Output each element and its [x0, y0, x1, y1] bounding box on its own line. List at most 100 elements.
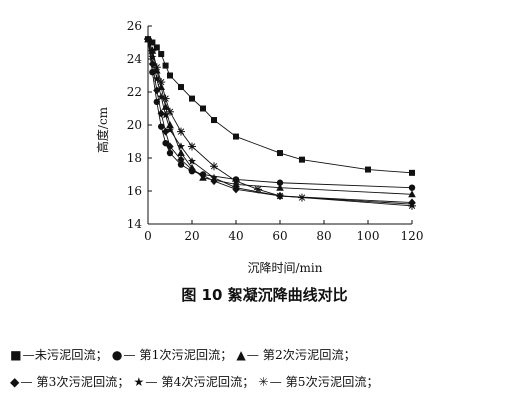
series-line: [147, 39, 413, 205]
y-tick-label: 20: [127, 118, 142, 132]
series-2: [144, 36, 416, 191]
data-point-asterisk: [177, 127, 185, 136]
x-tick-label: 0: [144, 229, 152, 243]
data-point-asterisk: [161, 94, 170, 103]
data-point-star: [232, 183, 240, 192]
data-point-asterisk: [148, 46, 157, 55]
data-point-asterisk: [210, 162, 218, 171]
y-tick-label: 22: [127, 85, 142, 99]
legend-label: — 第4次污泥回流；: [145, 375, 255, 389]
data-point-asterisk: [152, 63, 161, 72]
legend-row-2: ◆— 第3次污泥回流； ★— 第4次污泥回流； ✳— 第5次污泥回流；: [10, 372, 525, 390]
series-line: [147, 39, 413, 203]
data-point-star: [148, 53, 157, 61]
legend-item-unreturned: ■—未污泥回流；: [10, 348, 112, 362]
data-point-circle: [177, 161, 185, 168]
chart-series: [144, 35, 416, 210]
data-point-square: [299, 156, 305, 163]
legend-item-return-1: ●— 第1次污泥回流；: [112, 348, 237, 362]
data-point-triangle: [166, 121, 174, 128]
data-point-asterisk: [298, 193, 306, 202]
data-point-square: [178, 84, 184, 91]
data-point-asterisk: [166, 107, 174, 116]
data-point-triangle: [408, 190, 416, 198]
data-point-triangle: [177, 149, 185, 157]
settling-curve-chart: 0 20 40 60 80 100 120 14 16 18 20 22 24 26 沉降时间/min 高…: [95, 19, 424, 275]
x-tick-label: 60: [272, 229, 287, 243]
data-point-square: [162, 62, 169, 69]
legend-label: — 第3次污泥回流；: [20, 375, 130, 389]
data-point-asterisk: [232, 177, 240, 186]
data-point-asterisk: [157, 78, 166, 87]
legend-item-return-3: ◆— 第3次污泥回流；: [10, 375, 133, 389]
data-point-circle: [166, 149, 174, 157]
diamond-marker-icon: ◆: [10, 375, 20, 389]
data-point-circle: [158, 123, 165, 130]
data-point-asterisk: [408, 201, 416, 210]
data-point-asterisk: [188, 142, 196, 151]
data-point-star: [157, 92, 166, 101]
series-1: [145, 36, 415, 176]
y-tick-label: 26: [127, 19, 142, 33]
chart-axes: 0 20 40 60 80 100 120 14 16 18 20 22 24 26: [127, 19, 424, 243]
x-axis-label: 沉降时间/min: [248, 261, 323, 275]
y-tick-label: 14: [127, 217, 143, 231]
data-point-square: [365, 166, 371, 173]
series-line: [147, 39, 413, 189]
data-point-square: [233, 133, 239, 140]
y-tick-label: 18: [127, 151, 142, 165]
square-marker-icon: ■: [10, 348, 22, 362]
data-point-diamond: [188, 165, 196, 174]
data-point-square: [167, 72, 173, 79]
data-point-triangle: [276, 183, 284, 191]
y-axis-label: 高度/cm: [95, 106, 110, 153]
data-point-circle: [162, 139, 169, 147]
data-point-square: [200, 105, 206, 112]
data-point-square: [277, 150, 283, 157]
data-point-star: [188, 157, 196, 165]
data-point-square: [189, 95, 195, 102]
legend-label: —未污泥回流；: [22, 348, 108, 362]
series-line: [147, 39, 413, 195]
star-marker-icon: ★: [133, 375, 145, 389]
data-point-star: [177, 142, 185, 150]
series-3: [144, 35, 416, 198]
legend-item-return-5: ✳— 第5次污泥回流；: [258, 375, 378, 389]
y-tick-label: 16: [127, 184, 142, 198]
data-point-square: [153, 44, 160, 51]
legend-label: — 第1次污泥回流；: [123, 348, 233, 362]
data-point-asterisk: [276, 191, 284, 200]
data-point-square: [149, 39, 156, 46]
x-tick-label: 120: [401, 229, 424, 243]
data-point-star: [210, 173, 218, 182]
circle-marker-icon: ●: [111, 348, 123, 362]
data-point-asterisk: [254, 185, 262, 194]
series-line: [147, 39, 413, 207]
x-tick-label: 100: [357, 229, 380, 243]
data-point-star: [152, 74, 161, 83]
legend-item-return-2: ▲— 第2次污泥回流；: [236, 348, 356, 362]
x-tick-label: 40: [228, 229, 243, 243]
legend-row-1: ■—未污泥回流； ●— 第1次污泥回流； ▲— 第2次污泥回流；: [10, 345, 525, 363]
data-point-star: [161, 110, 170, 119]
asterisk-marker-icon: ✳: [258, 375, 269, 389]
data-point-square: [409, 169, 415, 176]
data-point-star: [166, 125, 174, 134]
series-6: [144, 35, 416, 210]
data-point-diamond: [166, 142, 174, 151]
data-point-asterisk: [144, 35, 152, 44]
y-tick-label: 24: [127, 52, 143, 66]
triangle-marker-icon: ▲: [236, 348, 246, 362]
x-tick-label: 20: [184, 229, 199, 243]
data-point-diamond: [157, 109, 165, 118]
x-tick-label: 80: [316, 229, 331, 243]
data-point-square: [211, 117, 217, 124]
data-point-circle: [276, 179, 284, 186]
data-point-circle: [408, 184, 416, 191]
legend-label: — 第2次污泥回流；: [246, 348, 356, 362]
figure-caption: 图 10 絮凝沉降曲线对比: [181, 286, 348, 304]
data-point-diamond: [153, 86, 161, 95]
data-point-square: [158, 51, 165, 58]
legend-label: — 第5次污泥回流；: [269, 375, 379, 389]
legend-item-return-4: ★— 第4次污泥回流；: [133, 375, 258, 389]
